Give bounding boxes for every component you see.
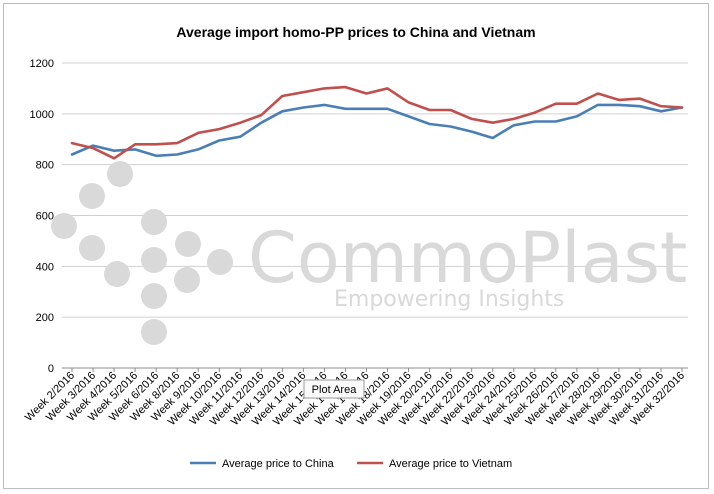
gridlines [62, 62, 688, 318]
y-tick-label: 1200 [30, 58, 54, 70]
watermark-dot [141, 247, 167, 273]
watermark-dot [141, 209, 167, 235]
watermark-dot [79, 235, 105, 261]
commoplast-watermark: CommoPlast Empowering Insights [51, 161, 687, 345]
series-line-1 [70, 85, 684, 160]
watermark-dot [207, 249, 233, 275]
tooltip-label: Plot Area [312, 384, 358, 396]
watermark-dot [51, 213, 77, 239]
watermark-dot [79, 183, 105, 209]
y-tick-label: 200 [36, 312, 54, 324]
y-tick-label: 400 [36, 261, 54, 273]
chart-title: Average import homo-PP prices to China a… [176, 24, 535, 40]
y-tick-label: 800 [36, 160, 54, 172]
legend-label-0: Average price to China [222, 458, 335, 470]
chart-frame: Average import homo-PP prices to China a… [3, 3, 709, 489]
legend: Average price to China Average price to V… [190, 458, 512, 470]
watermark-dot [141, 319, 167, 345]
series-lines [70, 85, 684, 160]
legend-label-1: Average price to Vietnam [389, 458, 512, 470]
watermark-tagline: Empowering Insights [334, 287, 564, 312]
plot-area-tooltip: Plot Area [303, 379, 365, 399]
watermark-dot [141, 283, 167, 309]
watermark-dots-logo [51, 161, 233, 345]
watermark-dot [107, 161, 133, 187]
y-tick-label: 600 [36, 211, 54, 223]
watermark-dot [104, 261, 130, 287]
line-chart: Average import homo-PP prices to China a… [23, 24, 688, 470]
y-axis-ticks: 0 200 400 600 800 1000 1200 [30, 58, 54, 375]
watermark-dot [175, 231, 201, 257]
watermark-brand: CommoPlast [248, 217, 687, 299]
y-tick-label: 0 [48, 363, 54, 375]
series-line-0 [70, 103, 684, 158]
watermark-dot [174, 267, 200, 293]
y-tick-label: 1000 [30, 109, 54, 121]
